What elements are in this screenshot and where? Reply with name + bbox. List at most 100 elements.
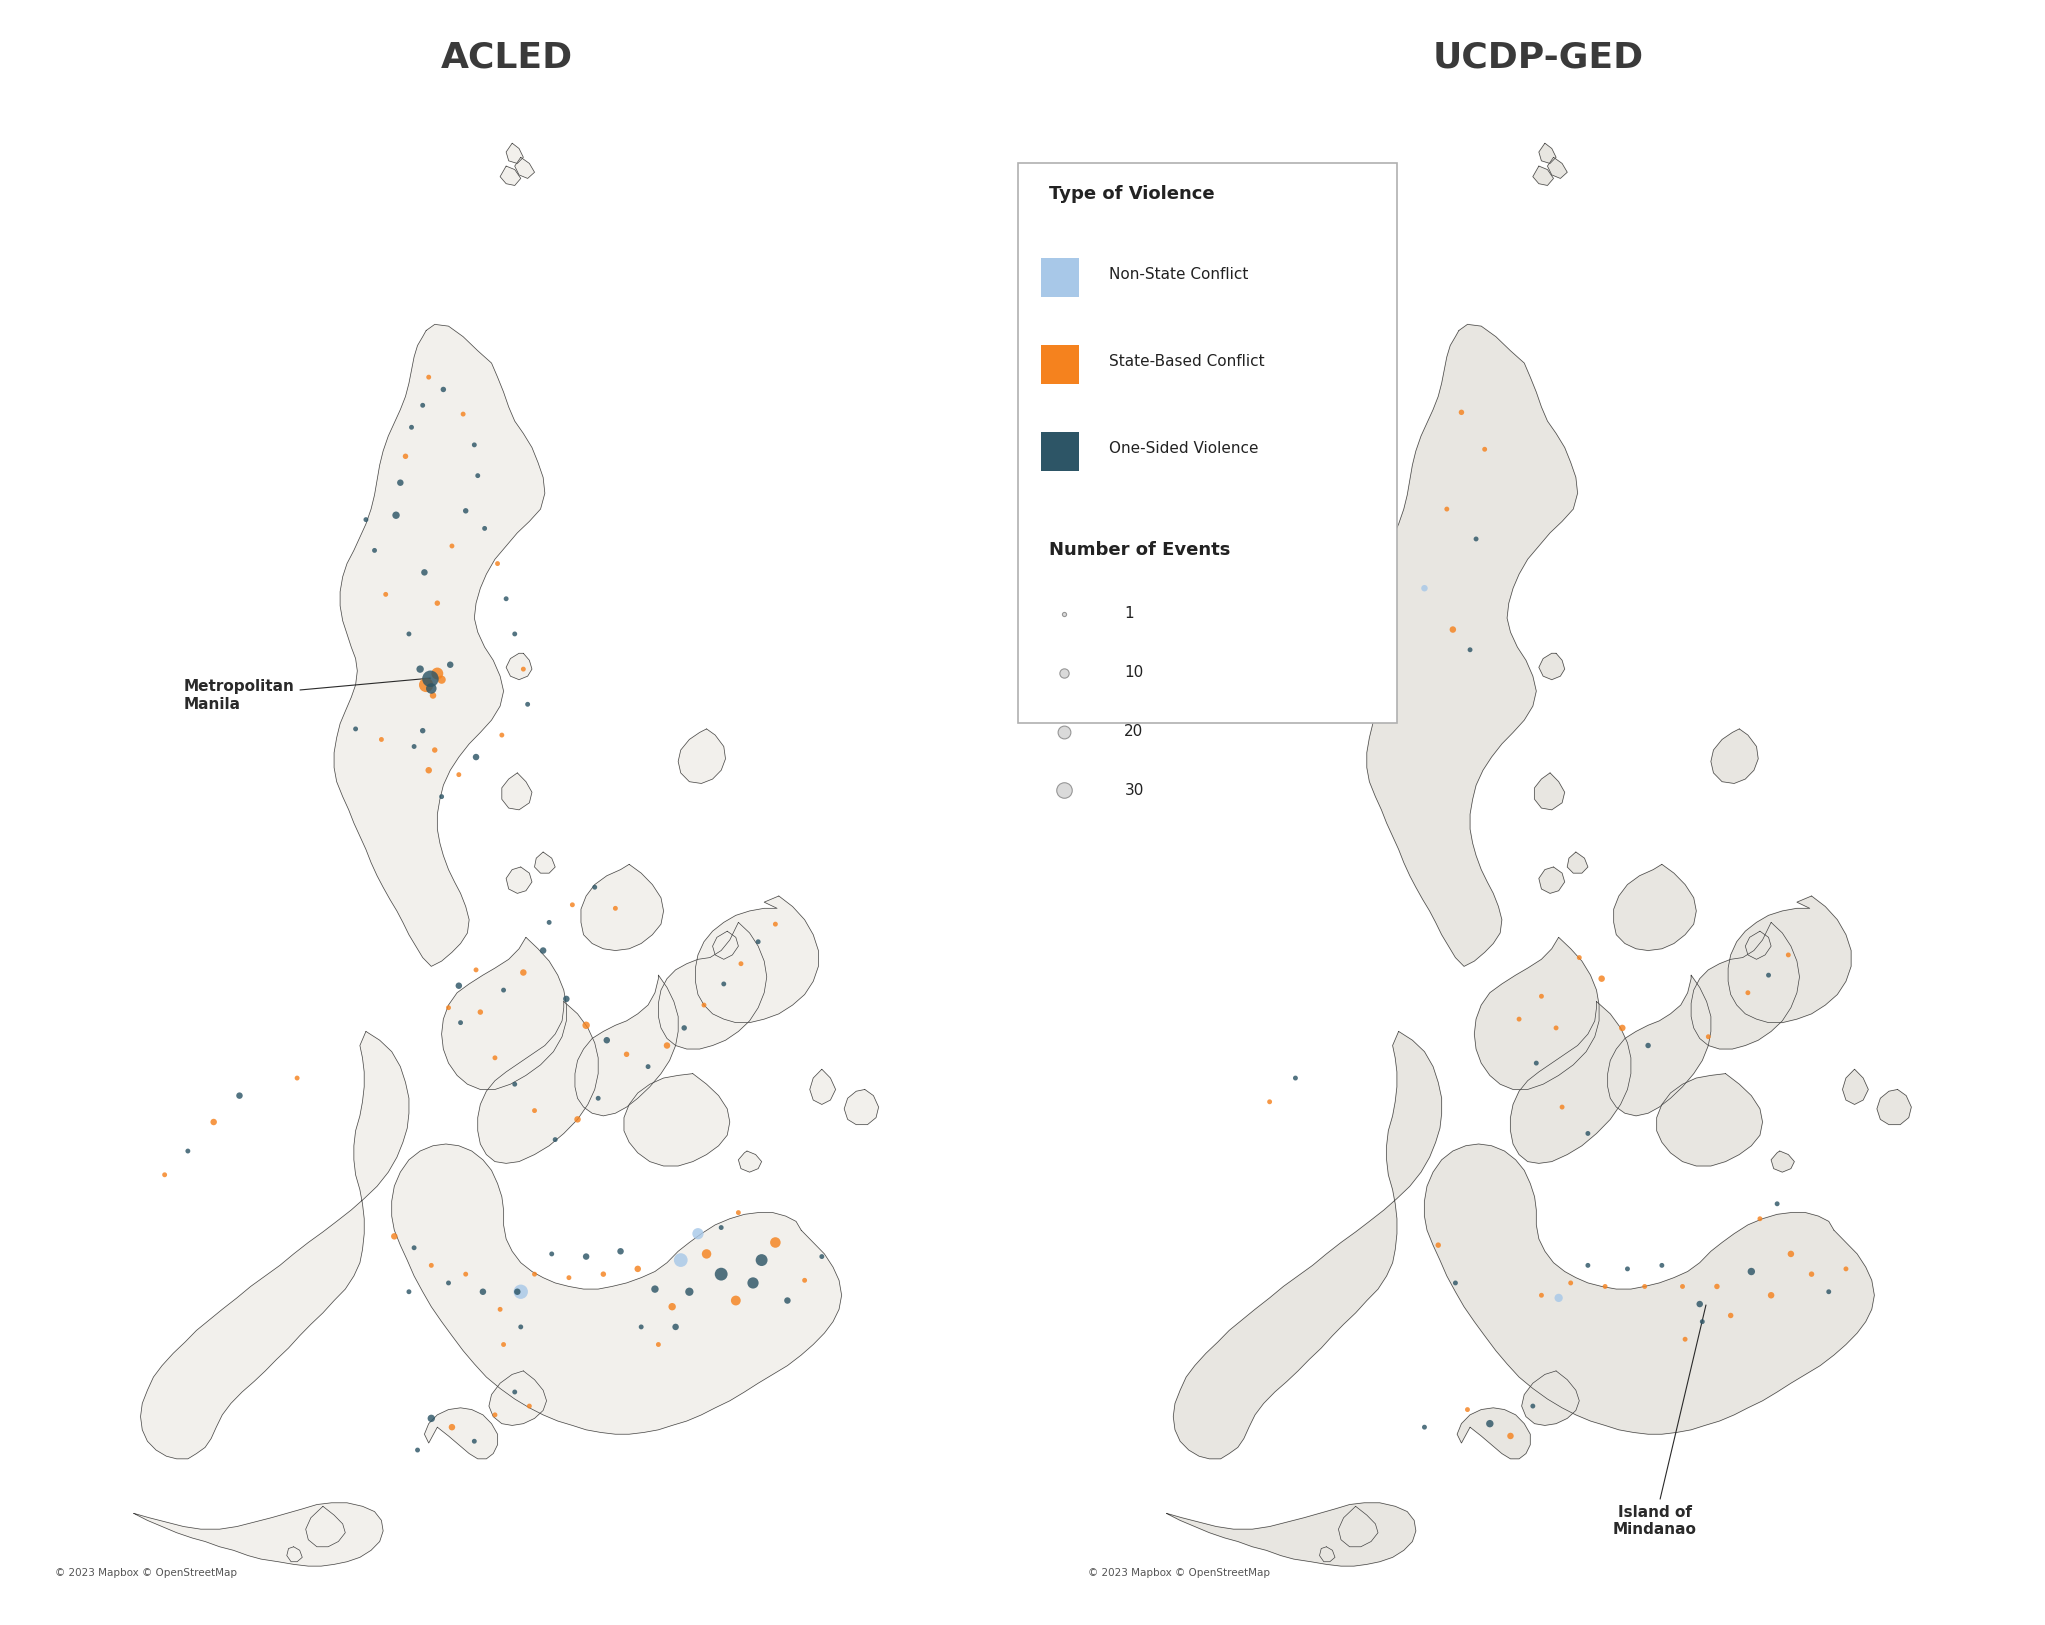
Point bbox=[1667, 1274, 1699, 1300]
Point bbox=[550, 986, 583, 1012]
Point bbox=[1562, 944, 1595, 970]
Point bbox=[458, 432, 491, 458]
Point bbox=[413, 757, 446, 783]
Point bbox=[1278, 1064, 1311, 1090]
FancyBboxPatch shape bbox=[1041, 344, 1080, 384]
Point bbox=[1755, 1282, 1787, 1308]
Polygon shape bbox=[479, 1001, 599, 1164]
Polygon shape bbox=[393, 1144, 843, 1435]
Polygon shape bbox=[1534, 774, 1564, 809]
Point bbox=[380, 502, 413, 528]
Point bbox=[560, 1107, 593, 1133]
Point bbox=[1734, 1258, 1767, 1284]
Polygon shape bbox=[1843, 1069, 1869, 1105]
Point bbox=[442, 973, 474, 999]
Point bbox=[499, 1071, 532, 1097]
Point bbox=[691, 1242, 724, 1268]
Point bbox=[1452, 1396, 1485, 1422]
Point bbox=[534, 910, 566, 936]
Point bbox=[517, 1097, 550, 1123]
Point bbox=[446, 401, 479, 427]
Point bbox=[397, 1235, 429, 1261]
Polygon shape bbox=[712, 931, 738, 959]
Point bbox=[425, 666, 458, 692]
Polygon shape bbox=[1877, 1089, 1912, 1124]
Point bbox=[1526, 1282, 1558, 1308]
Point bbox=[552, 1264, 585, 1290]
Point bbox=[609, 1042, 642, 1068]
Point bbox=[720, 1287, 753, 1313]
Point bbox=[1436, 616, 1468, 642]
Polygon shape bbox=[133, 1503, 382, 1566]
Point bbox=[603, 1238, 636, 1264]
Point bbox=[485, 722, 517, 748]
Polygon shape bbox=[1458, 1407, 1530, 1459]
Point bbox=[407, 718, 440, 744]
Polygon shape bbox=[505, 868, 532, 894]
Polygon shape bbox=[1691, 923, 1800, 1050]
Polygon shape bbox=[1474, 938, 1599, 1089]
Point bbox=[425, 783, 458, 809]
Point bbox=[669, 1016, 701, 1042]
Polygon shape bbox=[845, 1089, 879, 1124]
Point bbox=[397, 733, 429, 759]
Point bbox=[466, 1279, 499, 1305]
Point bbox=[1571, 1121, 1603, 1147]
Polygon shape bbox=[1538, 653, 1564, 679]
Point bbox=[1812, 1279, 1845, 1305]
Polygon shape bbox=[624, 1074, 730, 1167]
Point bbox=[487, 977, 519, 1003]
Polygon shape bbox=[1534, 166, 1554, 185]
Point bbox=[378, 1224, 411, 1250]
Text: Number of Events: Number of Events bbox=[1049, 541, 1229, 559]
Polygon shape bbox=[534, 852, 554, 873]
Point bbox=[642, 1331, 675, 1357]
Point bbox=[1571, 1253, 1603, 1279]
Point bbox=[759, 912, 791, 938]
Polygon shape bbox=[489, 1372, 546, 1425]
Polygon shape bbox=[1614, 864, 1695, 951]
Point bbox=[413, 666, 446, 692]
Point bbox=[1254, 1089, 1286, 1115]
Point bbox=[434, 652, 466, 678]
Point bbox=[409, 673, 442, 699]
Point bbox=[1517, 1393, 1550, 1419]
Point bbox=[485, 1297, 517, 1323]
Point bbox=[415, 1253, 448, 1279]
Point bbox=[487, 1331, 519, 1357]
Point bbox=[706, 1261, 738, 1287]
Polygon shape bbox=[1166, 1503, 1415, 1566]
Point bbox=[599, 895, 632, 921]
Text: State-Based Conflict: State-Based Conflict bbox=[1108, 354, 1266, 369]
Point bbox=[413, 364, 446, 390]
Polygon shape bbox=[658, 923, 767, 1050]
Point bbox=[673, 1279, 706, 1305]
Polygon shape bbox=[1607, 975, 1712, 1116]
Polygon shape bbox=[505, 653, 532, 679]
Point bbox=[1454, 637, 1487, 663]
Point bbox=[1701, 1274, 1734, 1300]
Point bbox=[403, 656, 436, 682]
Point bbox=[417, 682, 450, 708]
Point bbox=[499, 621, 532, 647]
Polygon shape bbox=[1656, 1074, 1763, 1167]
Polygon shape bbox=[501, 166, 521, 185]
Point bbox=[462, 463, 495, 489]
Polygon shape bbox=[738, 1150, 761, 1172]
Point bbox=[507, 959, 540, 985]
Point bbox=[407, 392, 440, 418]
Polygon shape bbox=[679, 730, 726, 783]
Point bbox=[556, 892, 589, 918]
Point bbox=[806, 1243, 838, 1269]
Point bbox=[1440, 1271, 1472, 1297]
Point bbox=[421, 590, 454, 616]
Polygon shape bbox=[1744, 931, 1771, 959]
Polygon shape bbox=[1771, 1150, 1793, 1172]
Point bbox=[489, 585, 521, 611]
Text: Metropolitan
Manila: Metropolitan Manila bbox=[184, 678, 429, 712]
Point bbox=[656, 1294, 689, 1320]
Point bbox=[1605, 1016, 1638, 1042]
Point bbox=[431, 994, 464, 1020]
Point bbox=[415, 1406, 448, 1432]
Point bbox=[421, 660, 454, 686]
